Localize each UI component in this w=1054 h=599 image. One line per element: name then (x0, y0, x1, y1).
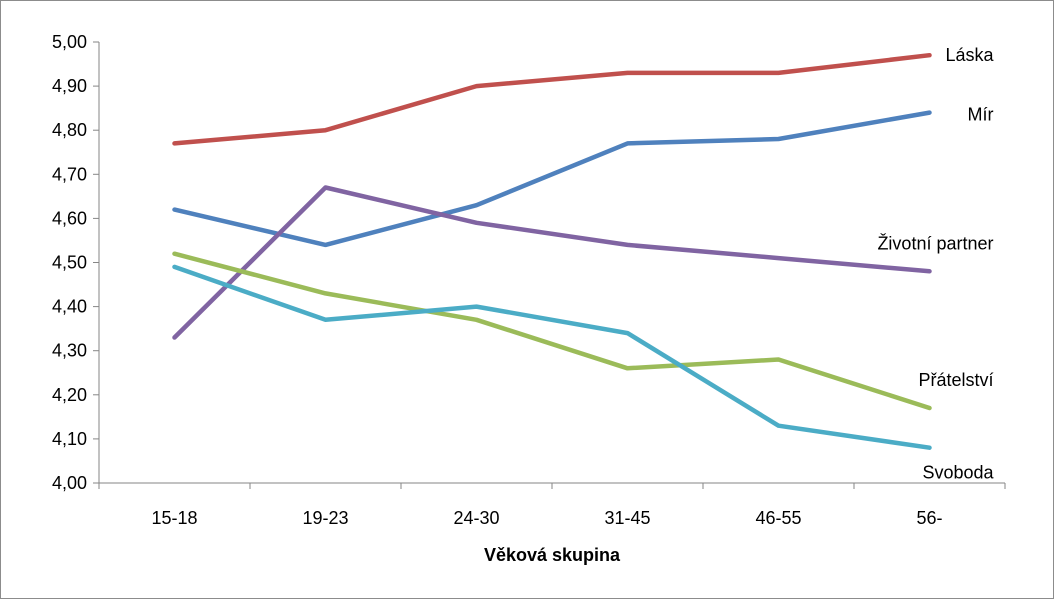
series-line-láska (172, 52, 932, 146)
y-axis-ticks: 4,00 4,10 4,20 4,30 4,40 4,50 4,60 4,70 4,80 4,90… (52, 32, 99, 493)
x-tick-label: 15-18 (151, 508, 197, 528)
y-tick-label: 4,50 (52, 253, 87, 273)
x-tick-label: 46-55 (755, 508, 801, 528)
series-labels: Láska Mír Životní partner Přátelství Svoboda (877, 45, 994, 482)
series-line-přátelství (172, 251, 932, 411)
y-tick-label: 4,30 (52, 341, 87, 361)
series-label: Svoboda (922, 463, 994, 483)
x-tick-label: 56- (916, 508, 942, 528)
x-axis-ticks: 15-18 19-23 24-30 31-45 46-55 56- (98, 483, 1006, 528)
y-tick-label: 4,90 (52, 76, 87, 96)
series-label: Přátelství (918, 370, 993, 390)
y-tick-label: 4,70 (52, 164, 87, 184)
x-tick-label: 31-45 (604, 508, 650, 528)
y-tick-label: 4,10 (52, 429, 87, 449)
y-tick-label: 4,60 (52, 208, 87, 228)
y-tick-label: 4,40 (52, 297, 87, 317)
series-line-svoboda (172, 264, 932, 450)
y-tick-label: 5,00 (52, 32, 87, 52)
x-tick-label: 24-30 (453, 508, 499, 528)
y-tick-label: 4,00 (52, 473, 87, 493)
x-tick-label: 19-23 (302, 508, 348, 528)
x-axis-title: Věková skupina (484, 545, 621, 565)
series-label: Mír (968, 105, 994, 125)
y-tick-label: 4,80 (52, 120, 87, 140)
series-lines (172, 52, 932, 450)
series-line-mír (172, 110, 932, 248)
series-label: Láska (945, 45, 994, 65)
series-line-životní-partner (172, 185, 932, 340)
y-tick-label: 4,20 (52, 385, 87, 405)
series-label: Životní partner (877, 233, 993, 253)
